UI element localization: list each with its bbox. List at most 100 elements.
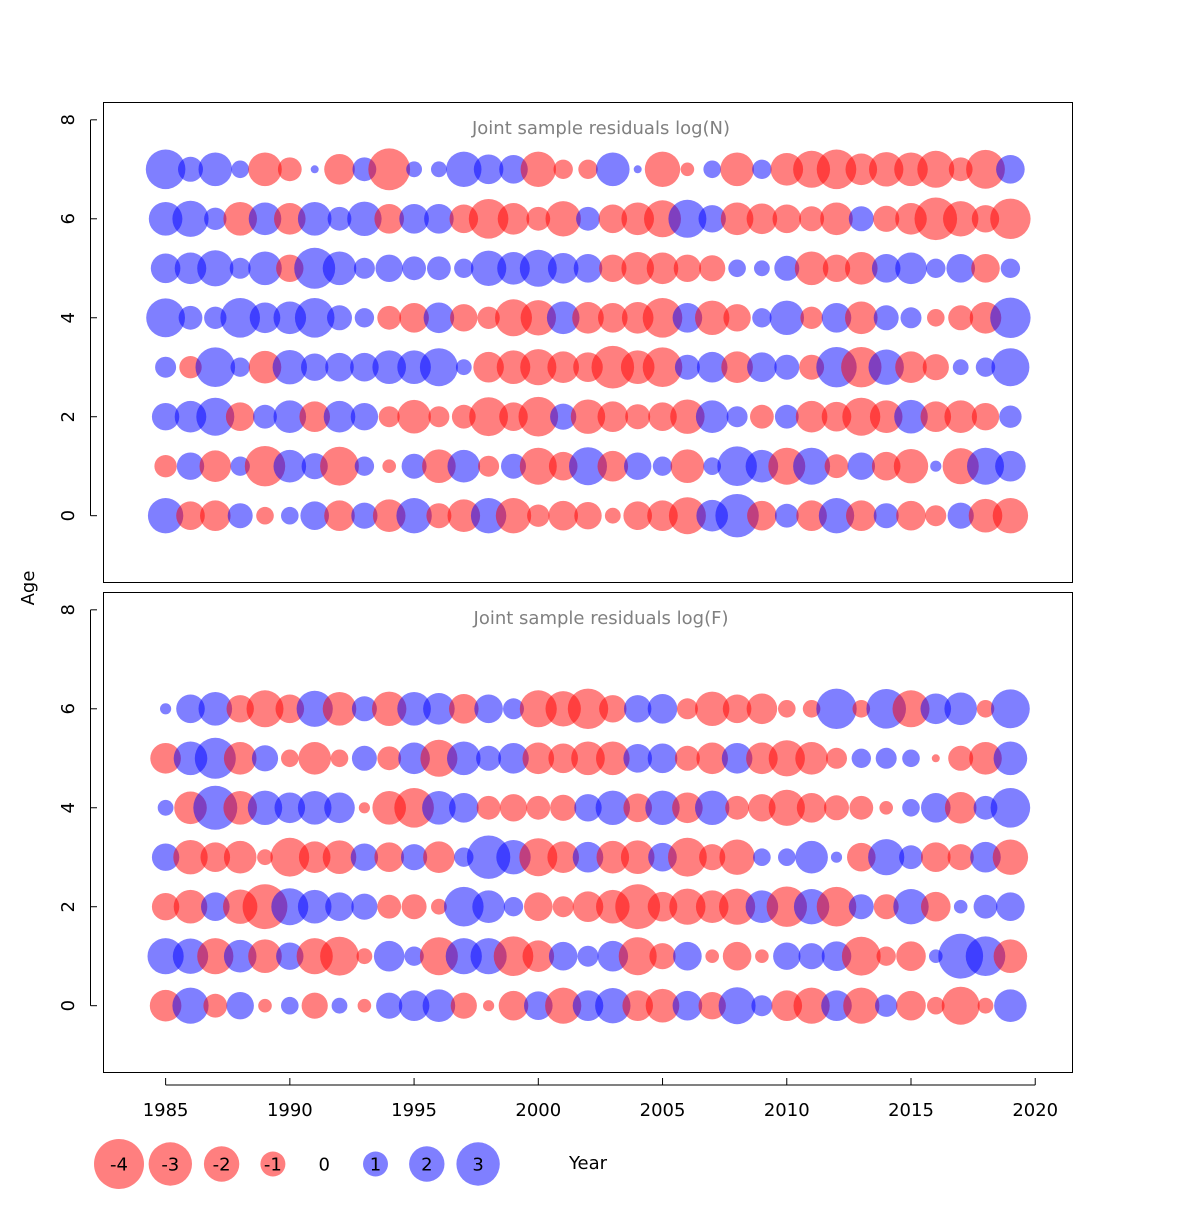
residual-bubble [258,998,272,1013]
residual-bubble [722,941,752,971]
residual-bubble [750,404,774,429]
residual-bubble [149,989,182,1022]
residual-bubble [406,161,422,178]
residual-bubble [604,507,621,524]
residual-bubble [766,886,807,927]
residual-bubble [227,503,253,529]
residual-bubble [274,792,306,824]
residual-bubble [324,792,355,824]
residual-bubble [466,835,511,879]
residual-bubble [770,153,804,186]
residual-bubble [754,260,770,277]
residual-bubble [968,498,1003,533]
residual-bubble [404,946,424,966]
residual-bubble [176,452,205,480]
residual-bubble [578,159,598,179]
residual-bubble [330,749,349,768]
residual-bubble [719,839,755,875]
residual-bubble [670,399,705,434]
residual-bubble [846,500,877,531]
residual-bubble [248,152,282,187]
residual-bubble [373,940,405,972]
legend-bubble [456,1142,500,1186]
residual-bubble [873,205,900,232]
residual-bubble [397,692,431,726]
residual-bubble [920,401,952,433]
residual-bubble [275,694,305,724]
residual-bubble [642,347,683,388]
residual-bubble [717,446,757,487]
residual-bubble [747,352,777,383]
residual-bubble [847,452,875,480]
residual-bubble [497,251,530,285]
residual-bubble [375,254,403,282]
residual-bubble [324,154,355,185]
residual-bubble [423,841,455,873]
residual-bubble [548,941,578,971]
residual-bubble [473,154,504,185]
residual-bubble [277,157,302,182]
residual-bubble [695,890,729,923]
residual-bubble [353,257,375,279]
residual-bubble [398,742,430,775]
residual-bubble [519,249,557,287]
residual-bubble [322,840,357,874]
residual-bubble [378,406,400,428]
residual-bubble [394,788,434,828]
residual-bubble [251,745,279,772]
legend-label: -2 [213,1155,231,1176]
residual-bubble [501,453,526,479]
residual-bubble [178,305,203,330]
residual-bubble [376,992,403,1019]
residual-bubble [879,801,893,815]
residual-bubble [297,889,332,924]
residual-bubble [920,693,952,725]
residual-bubble [204,207,227,230]
residual-bubble [194,737,236,779]
x-tick-label: 1990 [267,1100,313,1121]
residual-bubble [199,450,232,483]
residual-bubble [922,354,949,381]
residual-bubble [993,741,1028,776]
residual-bubble [670,449,705,484]
residual-bubble [548,451,578,481]
residual-bubble [676,698,698,720]
residual-bubble [248,202,282,236]
x-tick-label: 2005 [640,1100,686,1121]
residual-bubble [350,843,379,871]
residual-bubble [347,201,382,236]
residual-bubble [226,992,254,1020]
residual-bubble [621,251,654,285]
residual-bubble [498,743,529,774]
residual-bubble [520,300,556,336]
residual-bubble [271,888,309,926]
residual-bubble [493,936,534,976]
residual-bubble [826,747,847,769]
residual-bubble [294,247,336,289]
residual-bubble [818,498,855,534]
residual-bubble [793,987,830,1024]
residual-bubble [642,298,683,338]
residual-bubble [220,298,260,338]
residual-bubble [852,700,871,718]
residual-bubble [830,851,843,863]
y-axis-log-n: 0 2 4 6 8 [58,114,97,521]
residual-bubble [253,404,277,429]
bubbles-log-n [145,148,1031,538]
residual-bubble [921,793,951,823]
residual-bubble [193,785,238,830]
residual-bubble [356,948,373,965]
residual-bubble [231,160,249,179]
residual-bubble [174,252,207,285]
residual-bubble [419,348,458,387]
residual-bubble [444,886,484,927]
residual-bubble [351,745,377,771]
residual-bubble [428,406,450,428]
residual-bubble [902,799,920,817]
residual-bubble [476,745,502,771]
residual-bubble [331,997,348,1014]
residual-bubble [943,201,979,237]
residual-bubble [965,936,1006,976]
residual-bubble [726,406,748,428]
